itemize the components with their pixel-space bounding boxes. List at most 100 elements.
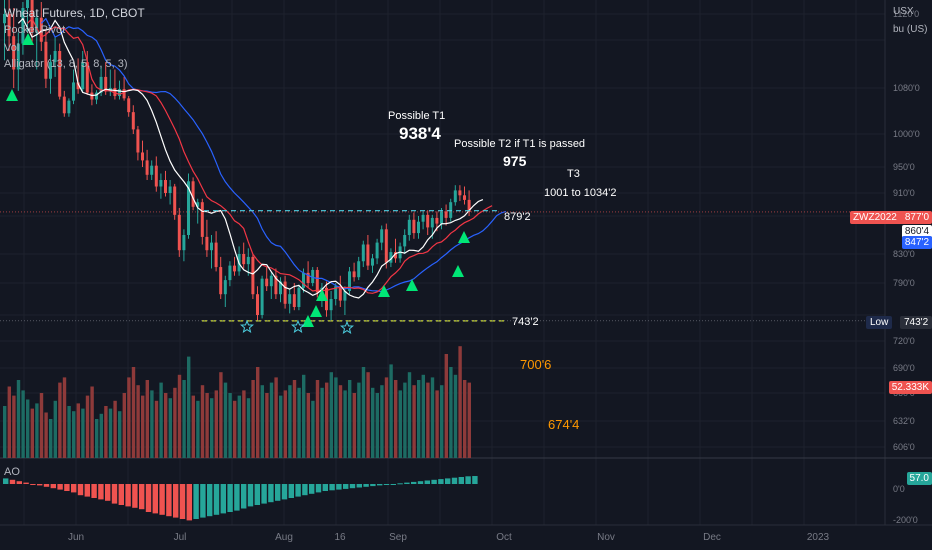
candle-body <box>62 96 66 114</box>
volume-bar <box>177 374 182 458</box>
ao-bar <box>71 484 77 493</box>
ao-bar <box>125 484 131 507</box>
ao-bar <box>220 484 226 514</box>
price-tick-label: 1120'0 <box>893 9 919 19</box>
volume-bar <box>72 411 76 458</box>
volume-bar <box>338 385 343 458</box>
volume-bar <box>311 400 315 458</box>
candle-body <box>435 217 439 224</box>
indicator-alligator-label[interactable]: Alligator (13, 8, 5, 8, 5, 3) <box>4 58 128 70</box>
volume-bar <box>453 374 458 458</box>
indicator-ao-label[interactable]: AO <box>4 466 20 478</box>
volume-bar <box>292 380 297 458</box>
ao-tick-label: 0'0 <box>893 484 905 494</box>
candle-body <box>113 88 117 97</box>
volume-bar <box>417 380 421 458</box>
price-tick-label: 606'0 <box>893 442 915 452</box>
target-1-value: 938'4 <box>399 124 441 143</box>
ao-bar <box>207 484 213 517</box>
candle-body <box>3 14 6 24</box>
candle-body <box>251 256 255 295</box>
pivot-star <box>291 319 305 334</box>
indicator-volume-label[interactable]: Vol <box>4 42 20 54</box>
candle-body <box>141 152 144 161</box>
ao-bar <box>91 484 97 498</box>
target-3-label: T3 <box>567 168 580 180</box>
volume-bar <box>219 372 223 458</box>
volume-bar <box>49 419 53 458</box>
volume-bar <box>214 390 218 458</box>
ao-bar <box>37 484 43 486</box>
ao-bar <box>3 478 9 484</box>
ao-bar <box>105 484 111 501</box>
ao-bar <box>261 484 267 504</box>
price-tick-label: 910'0 <box>893 188 915 198</box>
volume-level-label-2: 674'4 <box>548 417 580 432</box>
ao-bar <box>23 482 29 484</box>
signal-triangle <box>378 285 390 297</box>
ao-bar <box>349 484 356 489</box>
ao-bar <box>98 484 104 500</box>
price-tick-label: 950'0 <box>893 162 915 172</box>
volume-bar <box>343 390 347 458</box>
volume-bar <box>315 380 320 458</box>
candle-body <box>352 271 356 278</box>
volume-bar <box>357 382 361 458</box>
ao-bar <box>302 484 308 496</box>
price-tick-label: 690'0 <box>893 363 915 373</box>
price-tick-label: 1000'0 <box>893 129 920 139</box>
signal-triangle <box>6 89 18 101</box>
volume-bar <box>458 346 462 458</box>
volume-bar <box>108 408 113 458</box>
candle-body <box>136 129 140 153</box>
volume-bar <box>412 385 416 458</box>
volume-bar <box>85 395 90 458</box>
candle-body <box>187 181 190 235</box>
price-tick-label: 830'0 <box>893 249 915 259</box>
volume-bar <box>200 385 205 458</box>
time-axis-label: Aug <box>275 532 293 543</box>
candle-body <box>417 221 420 234</box>
alligator-jaw-line <box>40 17 507 293</box>
alligator-teeth-tag: 860'4 <box>901 225 932 238</box>
candle-body <box>177 214 181 251</box>
candle-body <box>279 281 282 295</box>
signal-triangle <box>310 305 322 317</box>
time-axis-label: Nov <box>597 532 615 543</box>
indicator-pocket-pivot-label[interactable]: Pocket Pivot <box>4 24 66 36</box>
ao-bar <box>193 484 199 519</box>
candle-body <box>343 291 347 301</box>
candle-body <box>228 265 232 281</box>
price-tick-label: 632'0 <box>893 416 915 426</box>
candle-body <box>463 195 466 200</box>
volume-bar <box>35 403 39 458</box>
ao-bar <box>377 484 383 486</box>
ao-bar <box>356 484 362 488</box>
volume-bar <box>228 393 232 458</box>
volume-level-label-1: 700'6 <box>520 357 552 372</box>
ao-bar <box>404 482 410 484</box>
candle-body <box>292 294 296 307</box>
volume-bar <box>371 387 375 458</box>
ao-bar <box>64 484 70 491</box>
volume-bar <box>251 380 255 458</box>
ao-bar <box>445 478 451 484</box>
volume-bar <box>127 377 131 458</box>
ao-bar <box>281 484 288 500</box>
volume-bar <box>444 354 448 458</box>
candle-body <box>53 51 57 63</box>
ao-bar <box>152 484 158 514</box>
last-price-value: 877'0 <box>904 212 929 223</box>
volume-bar <box>118 411 122 458</box>
candle-body <box>210 242 213 251</box>
volume-bar <box>145 380 149 458</box>
candle-body <box>76 82 80 90</box>
price-tick-label: 790'0 <box>893 278 915 288</box>
target-1-label: Possible T1 <box>388 110 446 122</box>
candle-body <box>30 0 34 33</box>
time-axis-label: Dec <box>703 532 721 543</box>
volume-bar <box>182 380 186 458</box>
volume-bar <box>269 382 274 458</box>
candle-body <box>44 41 48 79</box>
